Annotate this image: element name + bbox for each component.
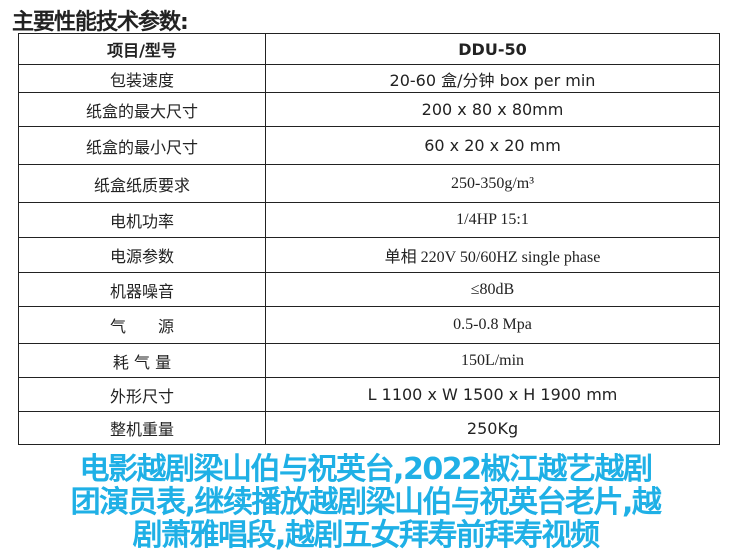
- header-item: 项目/型号: [18, 33, 266, 65]
- table-row: 纸盒的最小尺寸 60 x 20 x 20 mm: [18, 126, 720, 165]
- page-title: 主要性能技术参数:: [12, 10, 189, 35]
- param-name: 包装速度: [18, 64, 266, 93]
- param-value: 单相 220V 50/60HZ single phase: [265, 237, 720, 273]
- table-row: 包装速度 20-60 盒/分钟 box per min: [18, 64, 720, 93]
- overlay-line: 剧萧雅唱段,越剧五女拜寿前拜寿视频: [132, 518, 600, 553]
- overlay-line: 电影越剧梁山伯与祝英台,2022椒江越艺越剧: [79, 452, 653, 487]
- param-name: 纸盒的最大尺寸: [18, 92, 266, 127]
- param-value: L 1100 x W 1500 x H 1900 mm: [265, 377, 720, 412]
- param-name: 电源参数: [18, 237, 266, 273]
- overlay-caption: 电影越剧梁山伯与祝英台,2022椒江越艺越剧 团演员表,继续播放越剧梁山伯与祝英…: [0, 453, 731, 558]
- param-name: 耗 气 量: [18, 343, 266, 378]
- param-name: 纸盒纸质要求: [18, 164, 266, 203]
- table-row: 气 源 0.5-0.8 Mpa: [18, 306, 720, 344]
- param-name: 电机功率: [18, 202, 266, 238]
- param-value: 250-350g/m³: [265, 164, 720, 203]
- param-value: 200 x 80 x 80mm: [265, 92, 720, 127]
- table-row: 外形尺寸 L 1100 x W 1500 x H 1900 mm: [18, 377, 720, 412]
- table-header-row: 项目/型号 DDU-50: [18, 33, 720, 65]
- param-value: 250Kg: [265, 411, 720, 445]
- param-value: ≤80dB: [265, 272, 720, 307]
- header-model: DDU-50: [265, 33, 720, 65]
- param-value: 60 x 20 x 20 mm: [265, 126, 720, 165]
- param-value: 20-60 盒/分钟 box per min: [265, 64, 720, 93]
- param-name: 气 源: [18, 306, 266, 344]
- param-name: 外形尺寸: [18, 377, 266, 412]
- param-name: 纸盒的最小尺寸: [18, 126, 266, 165]
- table-row: 机器噪音 ≤80dB: [18, 272, 720, 307]
- table-row: 电机功率 1/4HP 15:1: [18, 202, 720, 238]
- param-value: 150L/min: [265, 343, 720, 378]
- table-row: 纸盒纸质要求 250-350g/m³: [18, 164, 720, 203]
- overlay-line: 团演员表,继续播放越剧梁山伯与祝英台老片,越: [70, 485, 662, 520]
- param-value: 1/4HP 15:1: [265, 202, 720, 238]
- table-row: 纸盒的最大尺寸 200 x 80 x 80mm: [18, 92, 720, 127]
- param-value: 0.5-0.8 Mpa: [265, 306, 720, 344]
- param-name: 机器噪音: [18, 272, 266, 307]
- spec-table: 项目/型号 DDU-50 包装速度 20-60 盒/分钟 box per min 纸…: [18, 33, 720, 445]
- table-row: 耗 气 量 150L/min: [18, 343, 720, 378]
- table-row: 整机重量 250Kg: [18, 411, 720, 445]
- table-row: 电源参数 单相 220V 50/60HZ single phase: [18, 237, 720, 273]
- param-name: 整机重量: [18, 411, 266, 445]
